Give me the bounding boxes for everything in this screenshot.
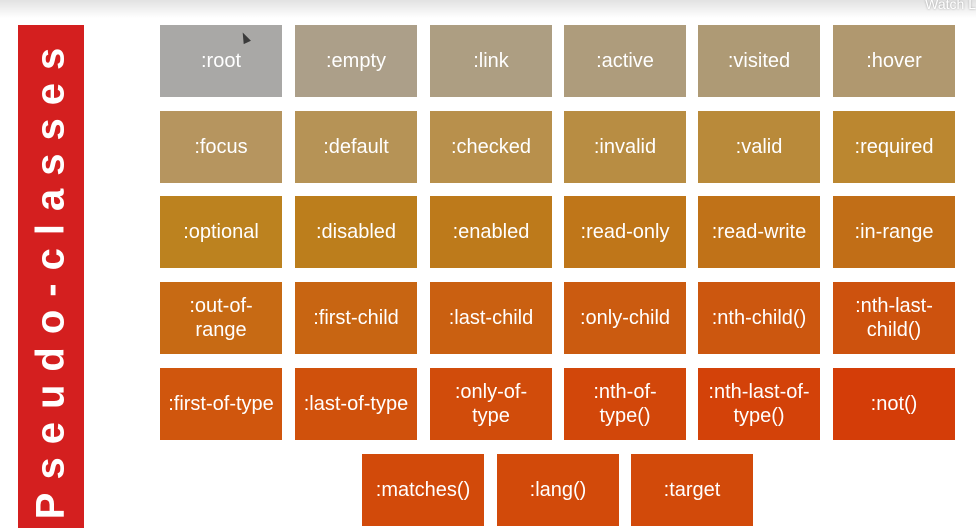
pseudo-class-tile: :invalid [564, 111, 686, 183]
pseudo-class-tile: :only-of-type [430, 368, 552, 440]
pseudo-class-tile: :enabled [430, 196, 552, 268]
pseudo-class-tile: :lang() [497, 454, 619, 526]
pseudo-class-tile: :focus [160, 111, 282, 183]
pseudo-class-tile: :target [631, 454, 753, 526]
pseudo-class-tile: :visited [698, 25, 820, 97]
pseudo-class-tile: :root [160, 25, 282, 97]
watch-later-text[interactable]: Watch L [925, 0, 976, 12]
pseudo-class-tile: :only-child [564, 282, 686, 354]
side-banner: Pseudo-classes [18, 25, 84, 528]
pseudo-class-tile: :not() [833, 368, 955, 440]
pseudo-class-tile: :nth-last-of-type() [698, 368, 820, 440]
top-strip: Watch L [0, 0, 976, 18]
pseudo-class-tile: :active [564, 25, 686, 97]
pseudo-class-tile: :out-of-range [160, 282, 282, 354]
pseudo-class-tile: :first-of-type [160, 368, 282, 440]
pseudo-class-tile: :in-range [833, 196, 955, 268]
pseudo-class-tile: :read-only [564, 196, 686, 268]
pseudo-class-tile: :link [430, 25, 552, 97]
pseudo-class-tile: :optional [160, 196, 282, 268]
side-title: Pseudo-classes [28, 34, 73, 519]
pseudo-class-tile: :checked [430, 111, 552, 183]
pseudo-class-tile: :empty [295, 25, 417, 97]
pseudo-class-tile: :matches() [362, 454, 484, 526]
pseudo-class-tile: :hover [833, 25, 955, 97]
pseudo-class-tile: :disabled [295, 196, 417, 268]
pseudo-class-tile: :nth-of-type() [564, 368, 686, 440]
pseudo-class-tile: :valid [698, 111, 820, 183]
pseudo-class-tile: :last-child [430, 282, 552, 354]
pseudo-class-tile: :required [833, 111, 955, 183]
pseudo-class-tile: :default [295, 111, 417, 183]
pseudo-class-tile: :last-of-type [295, 368, 417, 440]
pseudo-class-tile: :nth-last-child() [833, 282, 955, 354]
pseudo-class-tile: :first-child [295, 282, 417, 354]
pseudo-class-tile: :nth-child() [698, 282, 820, 354]
pseudo-class-tile: :read-write [698, 196, 820, 268]
